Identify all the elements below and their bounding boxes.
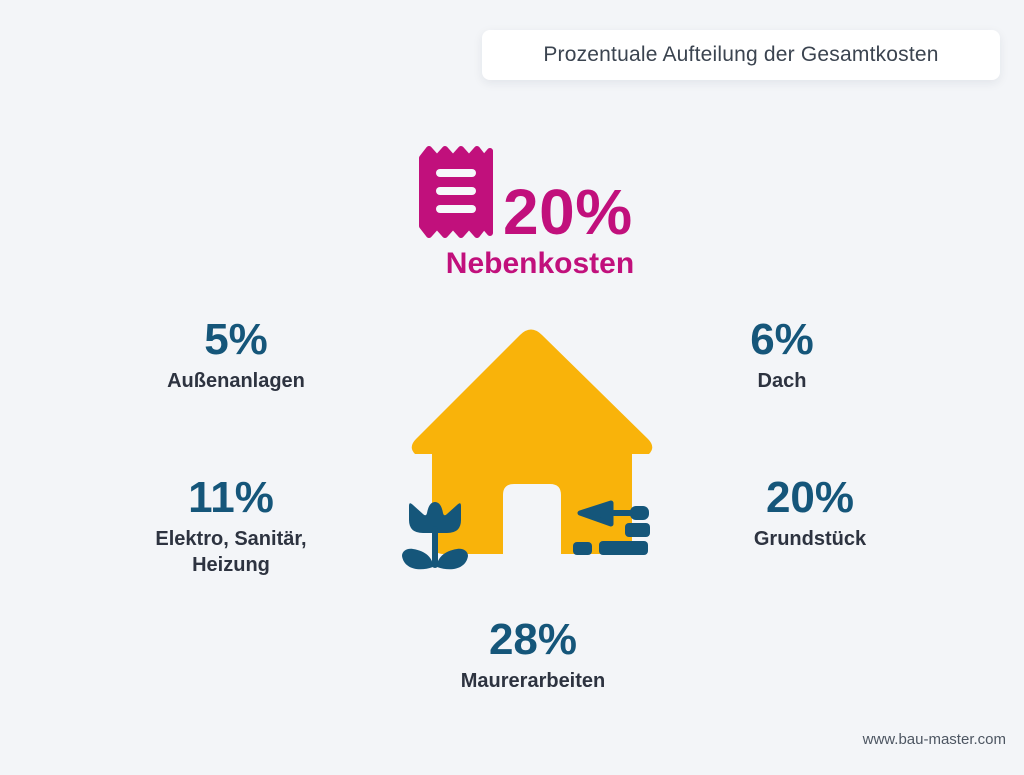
trowel-bricks-icon xyxy=(573,500,650,555)
stat-elektro-sanitaer-heizung: 11% Elektro, Sanitär, Heizung xyxy=(155,476,306,578)
stat-label-elektro: Elektro, Sanitär, Heizung xyxy=(155,528,307,576)
stat-label-aussenanlagen: Außenanlagen xyxy=(167,370,305,392)
stat-label-grundstueck: Grundstück xyxy=(753,528,867,550)
stat-aussenanlagen: 5% Außenanlagen xyxy=(167,318,305,395)
stat-grundstueck: 20% Grundstück xyxy=(754,476,866,553)
stat-value-aussenanlagen: 5% xyxy=(204,315,268,364)
page-title: Prozentuale Aufteilung der Gesamtkosten xyxy=(543,43,939,66)
stat-value-maurerarbeiten: 28% xyxy=(488,615,578,664)
title-card: Prozentuale Aufteilung der Gesamtkosten xyxy=(482,30,1000,80)
receipt-icon xyxy=(419,146,493,238)
website-url: www.bau-master.com xyxy=(862,731,1006,748)
stat-value-grundstueck: 20% xyxy=(765,473,855,522)
stat-value-elektro: 11% xyxy=(188,473,274,522)
stat-dach: 6% Dach xyxy=(750,318,814,395)
stat-maurerarbeiten: 28% Maurerarbeiten xyxy=(461,618,606,695)
stat-value-dach: 6% xyxy=(750,315,814,364)
nebenkosten-label: Nebenkosten xyxy=(445,247,635,280)
stat-label-dach: Dach xyxy=(757,370,807,392)
house-icon xyxy=(411,329,653,554)
stat-label-maurerarbeiten: Maurerarbeiten xyxy=(460,670,606,692)
flower-icon xyxy=(402,502,468,570)
nebenkosten-value: 20% xyxy=(503,176,633,248)
